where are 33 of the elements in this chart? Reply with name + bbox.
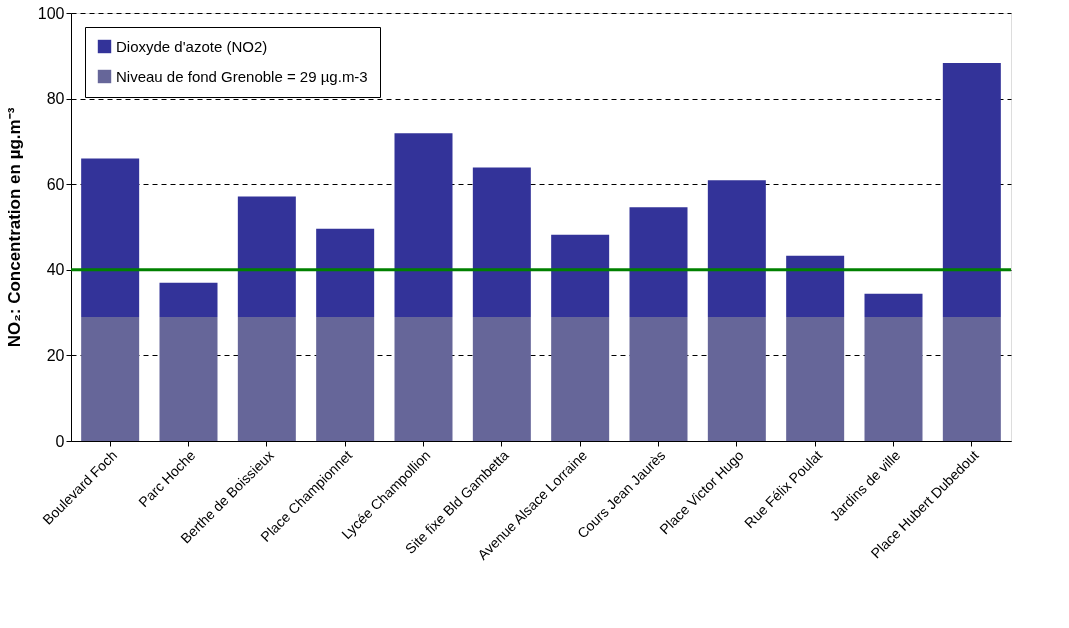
bar <box>707 316 766 441</box>
bar <box>707 180 766 317</box>
bar <box>472 316 531 441</box>
bar <box>942 316 1001 441</box>
legend-label: Dioxyde d'azote (NO2) <box>116 37 268 55</box>
bar <box>786 316 845 441</box>
bar <box>159 316 218 441</box>
y-tick-label: 0 <box>55 432 65 450</box>
bar <box>551 316 610 441</box>
bar <box>942 63 1001 317</box>
bar <box>316 228 375 317</box>
y-tick-label: 100 <box>37 4 65 22</box>
bar <box>237 196 296 317</box>
y-tick-label: 60 <box>46 175 65 193</box>
bar <box>864 293 923 317</box>
bar <box>472 167 531 317</box>
bar <box>316 316 375 441</box>
bar <box>159 282 218 317</box>
bar <box>237 316 296 441</box>
bar <box>629 316 688 441</box>
y-axis-title: NO₂: Concentration en µg.m⁻³ <box>4 107 24 348</box>
legend-label: Niveau de fond Grenoble = 29 µg.m-3 <box>116 67 368 85</box>
bar <box>81 316 140 441</box>
y-tick-label: 20 <box>46 346 65 364</box>
bar <box>394 316 453 441</box>
bar <box>786 255 845 317</box>
bar <box>81 158 140 317</box>
y-tick-label: 40 <box>46 261 65 279</box>
bar <box>864 316 923 441</box>
bar <box>629 207 688 317</box>
bar <box>551 234 610 317</box>
bar <box>394 133 453 317</box>
y-tick-label: 80 <box>46 90 65 108</box>
